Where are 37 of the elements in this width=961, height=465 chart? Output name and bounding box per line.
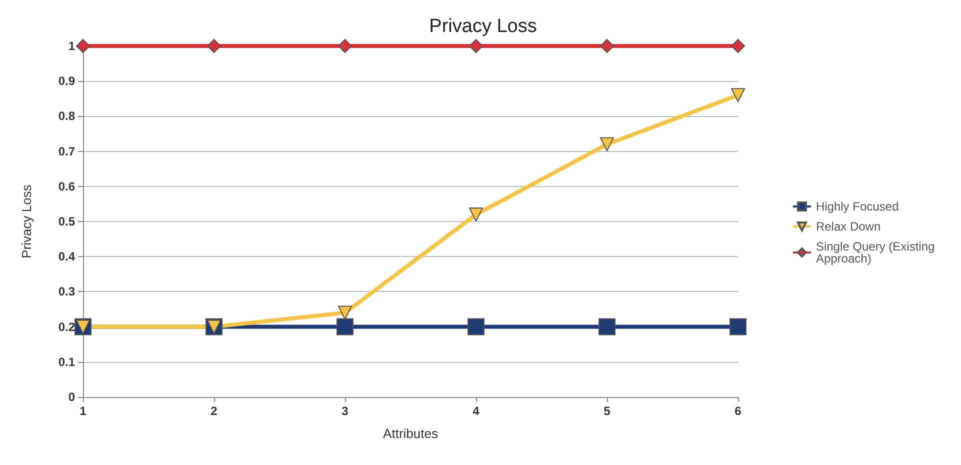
x-tick-label: 5	[604, 404, 611, 418]
x-tick-label: 2	[210, 404, 218, 418]
point	[338, 39, 352, 53]
point	[76, 39, 90, 53]
point	[731, 39, 745, 53]
x-tick-label: 1	[80, 404, 87, 418]
y-tick-label: 0.3	[58, 284, 76, 299]
y-tick-label: 0.2	[58, 320, 76, 334]
y-tick-label: 0.1	[58, 354, 76, 369]
y-tick-label: 0.5	[58, 214, 76, 228]
y-tick-label: 0.8	[58, 109, 76, 124]
chart-title: Privacy Loss	[429, 16, 537, 37]
point	[468, 318, 484, 336]
x-tick-label: 6	[734, 404, 742, 418]
point	[469, 39, 483, 53]
point	[600, 137, 614, 152]
point	[207, 39, 221, 53]
legend-label: Relax Down	[816, 220, 881, 234]
y-tick-label: 0.4	[58, 250, 76, 264]
point	[598, 318, 616, 336]
y-tick-label: 0.9	[58, 74, 76, 88]
point	[731, 88, 745, 102]
point	[469, 207, 483, 222]
x-tick-label: 3	[342, 404, 349, 418]
y-axis-title: Privacy Loss	[19, 184, 34, 258]
legend-label: Single Query (Existing Approach)	[816, 240, 938, 266]
x-axis-title: Attributes	[383, 426, 438, 441]
y-tick-label: 0.7	[58, 144, 76, 158]
y-tick-label: 1	[68, 39, 76, 53]
point	[730, 318, 746, 336]
point	[338, 306, 352, 320]
point	[600, 39, 614, 53]
x-tick-label: 4	[472, 404, 480, 418]
point	[336, 318, 354, 336]
legend-label: Highly Focused	[816, 200, 899, 214]
y-tick-label: 0	[68, 390, 76, 404]
y-tick-label: 0.6	[58, 179, 76, 194]
